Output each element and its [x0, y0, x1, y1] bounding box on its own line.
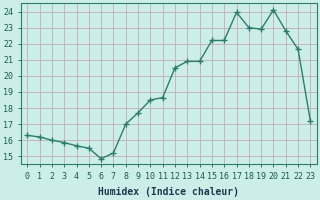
X-axis label: Humidex (Indice chaleur): Humidex (Indice chaleur)	[98, 186, 239, 197]
